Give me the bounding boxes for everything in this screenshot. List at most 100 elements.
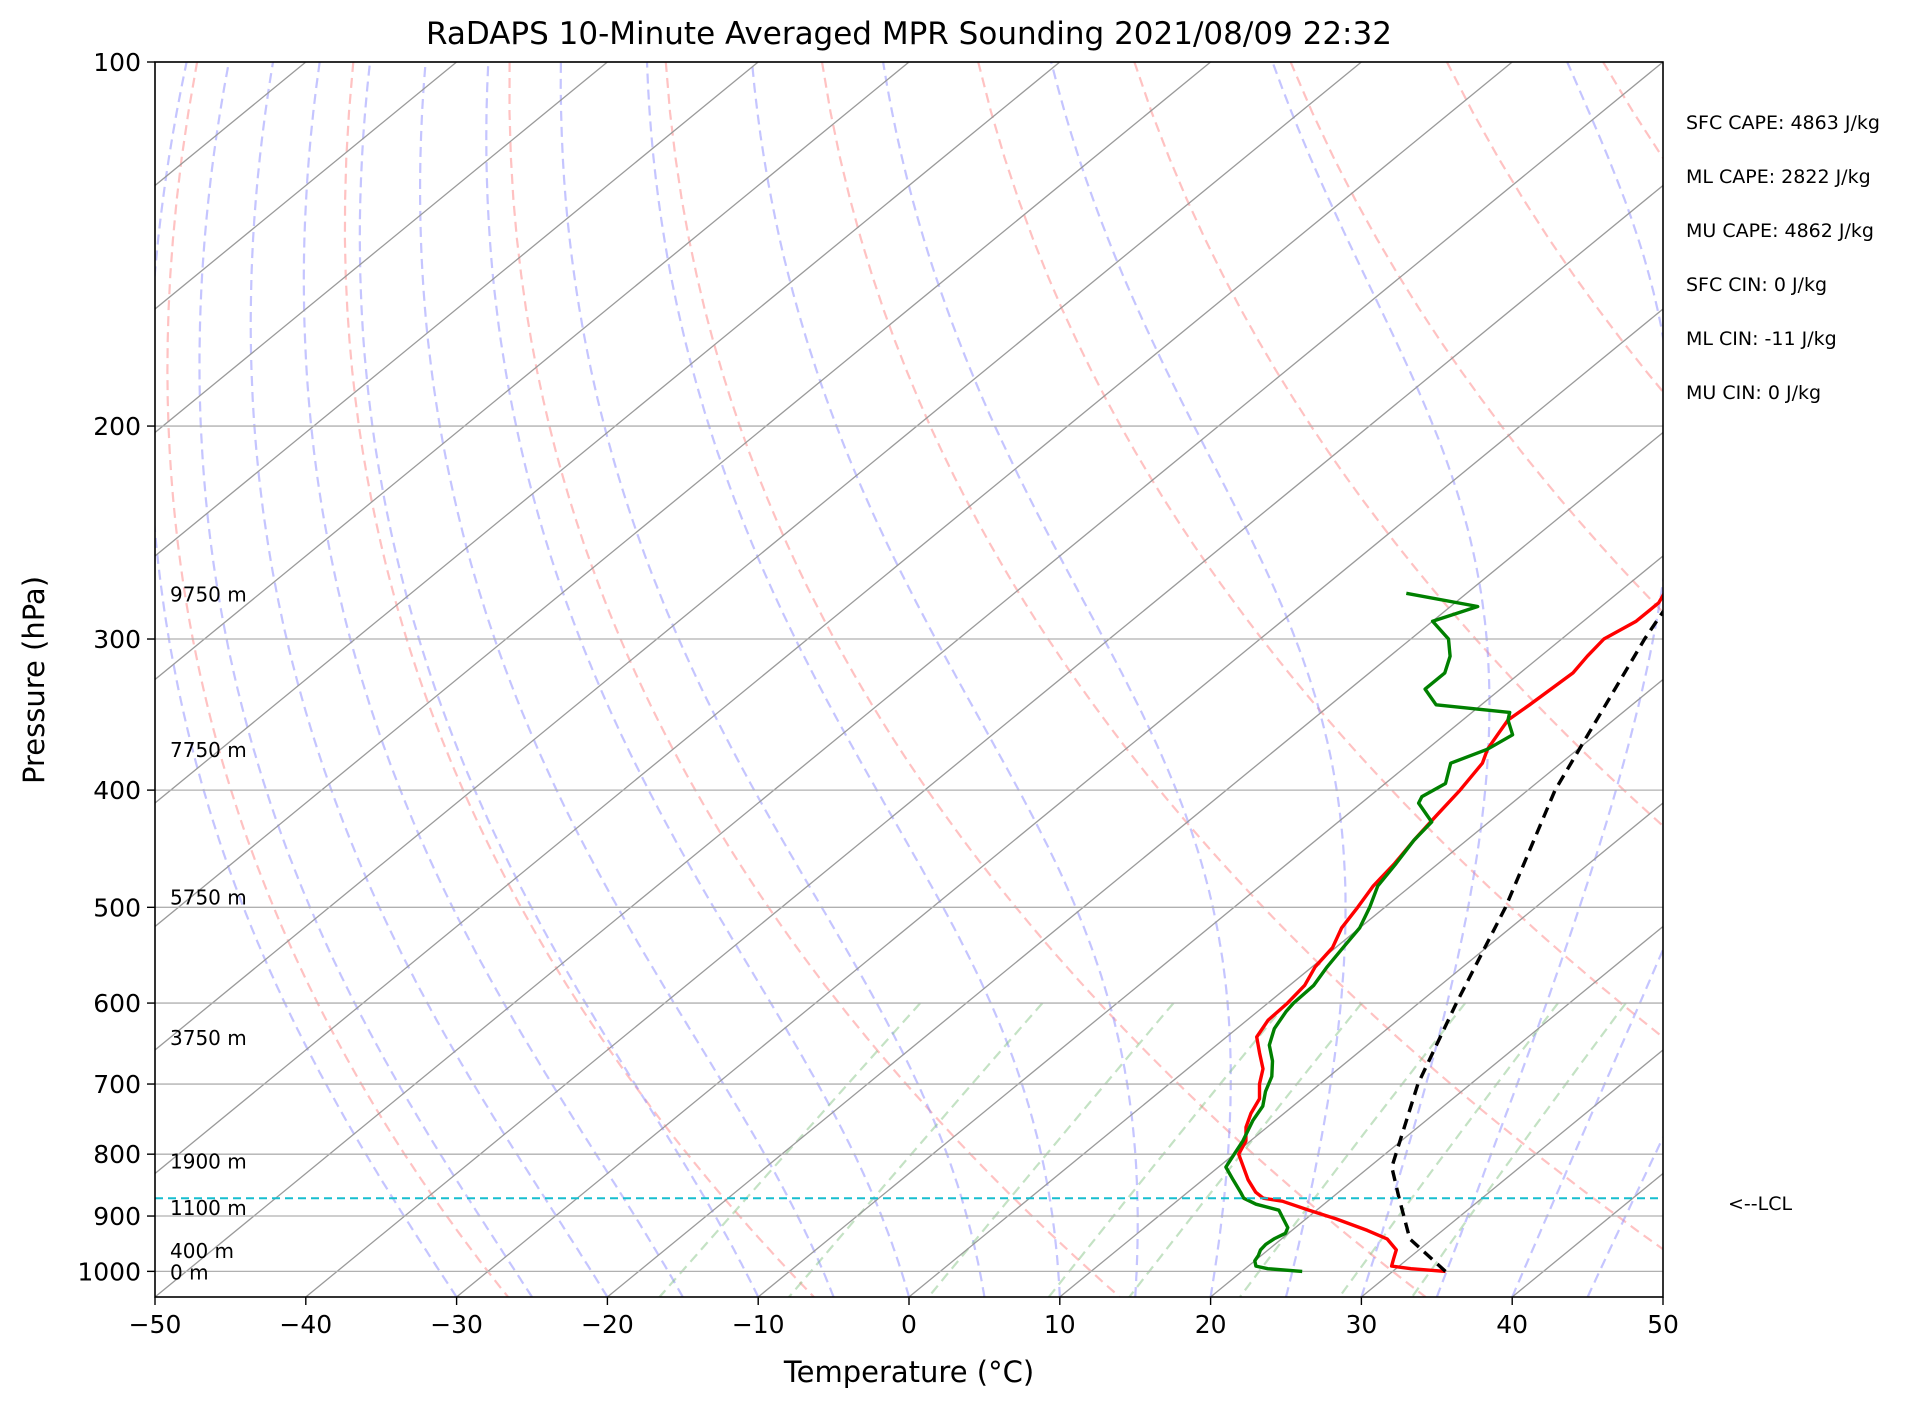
dry-adiabat (820, 62, 1663, 1251)
x-tick-label: 0 (901, 1310, 917, 1339)
y-tick-label: 1000 (77, 1257, 141, 1286)
isotherm (1360, 1049, 1663, 1297)
mixing-ratio-line (1047, 1002, 1288, 1297)
stat-line: SFC CIN: 0 J/kg (1686, 274, 1827, 296)
background-lines (155, 62, 1925, 1297)
x-tick-label: 50 (1647, 1310, 1679, 1339)
stat-line: MU CIN: 0 J/kg (1686, 382, 1821, 404)
stat-line: ML CAPE: 2822 J/kg (1686, 166, 1871, 188)
moist-adiabat (249, 62, 609, 1297)
isotherm (908, 678, 1663, 1297)
isotherm (155, 62, 1212, 928)
chart-title: RaDAPS 10-Minute Averaged MPR Sounding 2… (426, 16, 1392, 52)
stat-line: MU CAPE: 4862 J/kg (1686, 220, 1874, 242)
mixing-ratio-line (927, 1002, 1175, 1297)
lcl-layer: <--LCL (155, 1193, 1792, 1215)
height-label: 1900 m (170, 1150, 247, 1174)
x-axis-label: Temperature (°C) (783, 1355, 1034, 1389)
dry-adiabat (1289, 62, 1663, 614)
x-tick-label: −20 (581, 1310, 634, 1339)
isotherm (155, 62, 759, 557)
y-tick-label: 900 (93, 1202, 141, 1231)
height-label: 7750 m (170, 738, 247, 762)
dry-adiabat (1916, 62, 1925, 1297)
moist-adiabat (419, 62, 835, 1297)
mixing-ratio-line (1128, 1002, 1363, 1297)
x-tick-label: −30 (430, 1310, 483, 1339)
isotherm (1662, 1296, 1663, 1297)
moist-adiabat (645, 62, 1061, 1297)
isotherm (155, 62, 1362, 1051)
moist-adiabat (882, 62, 1232, 1297)
isotherm (155, 62, 458, 310)
height-label: 9750 m (170, 582, 247, 606)
dry-adiabat (166, 62, 509, 1297)
height-label: 5750 m (170, 886, 247, 910)
stat-line: ML CIN: -11 J/kg (1686, 328, 1837, 350)
isotherm (305, 184, 1663, 1297)
isotherm (456, 308, 1663, 1297)
moist-adiabat (559, 62, 986, 1297)
isotherm (606, 431, 1663, 1297)
y-tick-label: 800 (93, 1140, 141, 1169)
height-label: 400 m (170, 1239, 234, 1263)
y-tick-label: 700 (93, 1070, 141, 1099)
moist-adiabat (1271, 62, 1491, 1297)
dry-adiabat (1445, 62, 1663, 394)
isotherm (155, 62, 910, 681)
height-label: 1100 m (170, 1196, 247, 1220)
isotherm (757, 555, 1663, 1297)
dry-adiabat (343, 62, 815, 1297)
x-tick-label: 40 (1496, 1310, 1528, 1339)
isotherm (1210, 925, 1663, 1297)
y-tick-label: 600 (93, 989, 141, 1018)
parcel-profile (1390, 608, 1663, 1273)
temperature-profile (1237, 592, 1663, 1274)
moist-adiabat (1435, 62, 1663, 1297)
mixing-ratio-line (658, 1002, 922, 1297)
x-tick-label: 20 (1195, 1310, 1227, 1339)
moist-adiabat (198, 62, 533, 1297)
y-tick-label: 400 (93, 776, 141, 805)
dry-adiabat (508, 62, 1121, 1297)
y-axis-ticks: 100 200 300 400 500 600 700 800 900 1000 (77, 48, 155, 1286)
x-tick-label: −50 (129, 1310, 182, 1339)
x-axis-ticks: −50 −40 −30 −20 −10 0 10 20 30 40 50 (129, 1297, 1679, 1339)
moist-adiabat (750, 62, 1139, 1297)
mixing-ratio-line (1239, 1002, 1467, 1297)
moist-adiabat (1511, 947, 1663, 1297)
height-label: 3750 m (170, 1026, 247, 1050)
isotherm (155, 62, 1513, 1175)
x-tick-label: −10 (732, 1310, 785, 1339)
height-label: 0 m (170, 1260, 209, 1284)
dry-adiabat (1759, 62, 1925, 1297)
isotherm (155, 62, 1061, 804)
moist-adiabat (302, 62, 684, 1297)
isotherm (155, 62, 1663, 1297)
mixing-ratio-line (1411, 1002, 1627, 1297)
dewpoint-profile (1224, 591, 1515, 1274)
isotherm (1059, 802, 1663, 1297)
x-tick-label: −40 (279, 1310, 332, 1339)
series-layer (1224, 591, 1663, 1274)
y-tick-label: 100 (93, 48, 141, 77)
y-axis-label: Pressure (hPa) (17, 576, 51, 784)
x-tick-label: 10 (1044, 1310, 1076, 1339)
dry-adiabat (977, 62, 1663, 1039)
moist-adiabat (1586, 1135, 1663, 1297)
stats-panel: SFC CAPE: 4863 J/kg ML CAPE: 2822 J/kg MU … (1686, 112, 1880, 404)
mixing-ratio-line (1338, 1002, 1559, 1297)
moist-adiabat (155, 62, 458, 1297)
pressure-grid (155, 61, 1663, 1273)
y-tick-label: 500 (93, 893, 141, 922)
dry-adiabat (1602, 62, 1663, 160)
mixing-ratio-line (788, 1002, 1044, 1297)
y-tick-label: 200 (93, 412, 141, 441)
moist-adiabat (485, 62, 911, 1297)
stat-line: SFC CAPE: 4863 J/kg (1686, 112, 1880, 134)
isotherm (1511, 1172, 1663, 1297)
y-tick-label: 300 (93, 625, 141, 654)
dry-adiabat (664, 62, 1427, 1297)
